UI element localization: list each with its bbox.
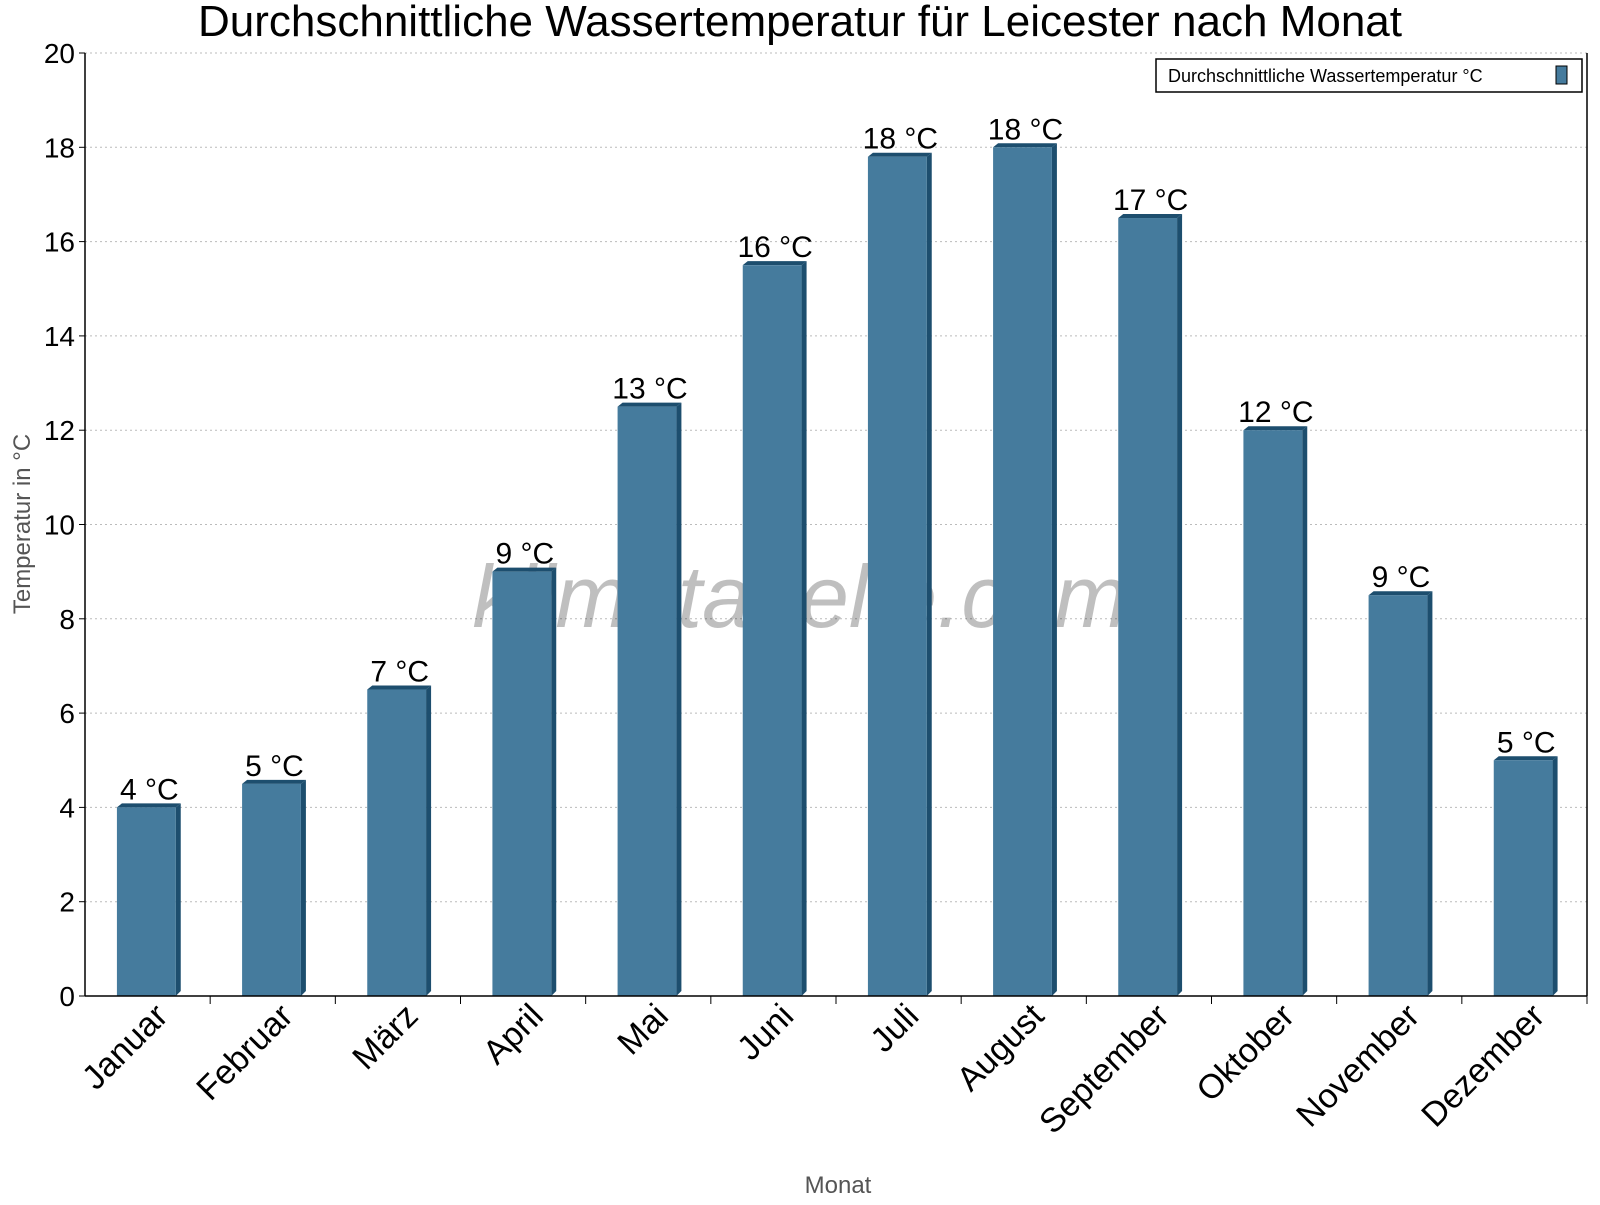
bar-side <box>1552 756 1558 996</box>
x-axis-label: Monat <box>805 1172 872 1199</box>
data-label: 9 °C <box>495 538 554 571</box>
legend-box <box>1155 58 1583 93</box>
data-label: 5 °C <box>1497 726 1556 759</box>
bar <box>492 571 552 996</box>
data-label: 18 °C <box>988 113 1063 146</box>
y-axis-label: Temperatur in °C <box>9 434 36 614</box>
x-tick-label: November <box>1289 997 1427 1135</box>
bars: 4 °C 5 °C 7 °C 9 °C 13 °C 16 °C 18 °C 18 °C 17 °… <box>116 113 1558 997</box>
bar-top <box>1243 426 1308 431</box>
bar <box>993 147 1052 997</box>
data-label: 7 °C <box>370 656 429 689</box>
bar <box>1368 595 1428 996</box>
x-tick-label: Juli <box>863 997 926 1060</box>
y-tick-label: 18 <box>44 132 75 163</box>
bar-top <box>492 567 557 572</box>
legend-label: Durchschnittliche Wassertemperatur °C <box>1168 66 1483 86</box>
legend-swatch <box>1555 65 1568 85</box>
bar <box>116 807 176 996</box>
bar-side <box>1051 143 1057 997</box>
x-tick-label: Januar <box>75 997 175 1097</box>
bar-top <box>742 261 807 266</box>
y-tick-label: 10 <box>44 510 75 541</box>
gridlines <box>85 52 1587 903</box>
y-tick-label: 4 <box>59 792 75 823</box>
x-tick-label: Dezember <box>1414 997 1552 1135</box>
data-label: 12 °C <box>1238 396 1313 429</box>
bar <box>1493 760 1553 996</box>
legend: Durchschnittliche Wassertemperatur °C <box>1155 58 1583 93</box>
bar-side <box>175 803 181 996</box>
data-label: 17 °C <box>1113 184 1188 217</box>
bar-top <box>1368 591 1433 596</box>
bar-side <box>426 685 432 996</box>
y-tick-label: 14 <box>44 321 75 352</box>
y-tick-label: 8 <box>59 604 75 635</box>
bar <box>742 265 802 996</box>
y-tick-label: 20 <box>44 38 75 69</box>
bar <box>1118 218 1178 996</box>
bar-top <box>1493 756 1558 761</box>
x-tick-label: Mai <box>610 997 676 1063</box>
bar-top <box>617 402 682 407</box>
bar-top <box>116 803 181 808</box>
x-tick-label: Juni <box>730 997 801 1068</box>
bar <box>242 783 301 996</box>
bar-side <box>1177 214 1183 996</box>
y-tick-label: 6 <box>59 698 75 729</box>
bar <box>367 689 427 996</box>
data-label: 13 °C <box>612 373 687 406</box>
data-label: 16 °C <box>737 231 812 264</box>
x-tick-label: August <box>950 996 1052 1098</box>
x-tick-label: September <box>1032 997 1176 1141</box>
bar-side <box>1302 426 1308 996</box>
bar-side <box>1427 591 1433 996</box>
bar-side <box>551 567 557 996</box>
chart-title: Durchschnittliche Wassertemperatur für L… <box>198 0 1402 46</box>
bar <box>867 156 927 997</box>
bar-top <box>867 152 932 157</box>
x-tick-label: Oktober <box>1189 997 1301 1109</box>
bar-top <box>993 143 1057 148</box>
bar <box>1243 430 1303 996</box>
data-label: 9 °C <box>1372 561 1431 594</box>
bar <box>617 406 677 996</box>
bar-side <box>676 402 682 996</box>
y-tick-label: 2 <box>59 887 75 918</box>
bar-side <box>926 152 932 997</box>
x-tick-label: März <box>345 997 425 1077</box>
y-tick-label: 12 <box>44 415 75 446</box>
bar-top <box>367 685 432 690</box>
bar-side <box>300 779 306 996</box>
bar-side <box>801 261 807 996</box>
data-label: 18 °C <box>863 123 938 156</box>
data-label: 5 °C <box>245 750 304 783</box>
x-tick-label: April <box>476 997 551 1072</box>
y-tick-label: 0 <box>59 981 75 1012</box>
x-tick-label: Februar <box>189 997 300 1108</box>
bar-top <box>242 779 306 784</box>
data-label: 4 °C <box>120 773 179 806</box>
bar-top <box>1118 214 1183 219</box>
y-tick-label: 16 <box>44 227 75 258</box>
